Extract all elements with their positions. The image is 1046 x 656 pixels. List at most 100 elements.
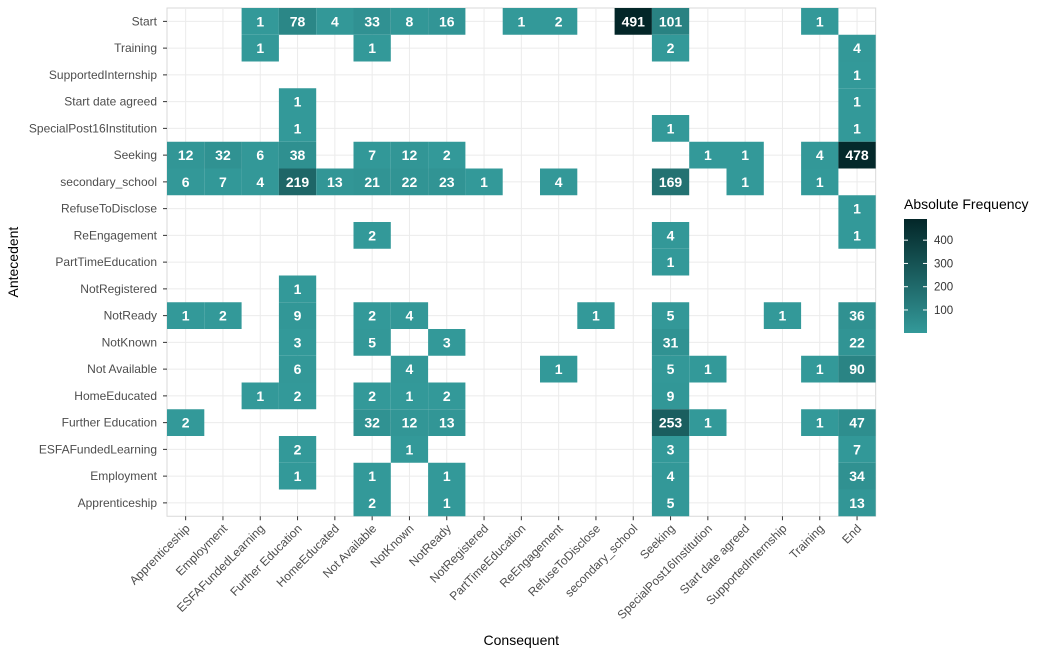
cell-value-label: 36 (849, 308, 865, 324)
cell-value-label: 5 (667, 495, 675, 511)
heatmap-cell-secondary-school-to-esfafundedlearning (241, 168, 279, 196)
heatmap-cell-secondary-school-to-notknown (390, 168, 429, 196)
cell-value-label: 90 (849, 361, 865, 377)
cell-value-label: 1 (816, 13, 824, 29)
heatmap-cell-esfafundedlearning-to-notknown (390, 436, 429, 463)
cell-value-label: 1 (816, 415, 824, 431)
heatmap-cell-start-to-training (801, 8, 839, 35)
cell-value-label: 1 (256, 13, 264, 29)
heatmap-cell-specialpost16institution-to-further-education (278, 115, 317, 142)
heatmap-cell-start-to-notready (428, 8, 466, 35)
cell-value-label: 5 (667, 361, 675, 377)
cell-value-label: 1 (853, 94, 861, 110)
heatmap-cell-seeking-to-notready (428, 141, 466, 169)
cell-value-label: 6 (294, 361, 302, 377)
cell-value-label: 1 (294, 281, 302, 297)
y-tick-label: Further Education (62, 416, 157, 430)
cell-value-label: 1 (517, 13, 525, 29)
cell-value-label: 4 (406, 361, 414, 377)
cell-value-label: 1 (741, 147, 749, 163)
y-tick-label: SupportedInternship (49, 68, 157, 82)
legend-tick-label: 200 (934, 282, 953, 294)
cell-value-label: 21 (364, 174, 380, 190)
cell-value-label: 9 (667, 388, 675, 404)
heatmap-cells (167, 8, 876, 517)
y-tick-label: NotRegistered (80, 282, 157, 296)
heatmap-cell-reengagement-to-seeking (651, 222, 690, 249)
heatmap-cell-training-to-not-available (353, 34, 391, 62)
cell-value-label: 13 (439, 415, 455, 431)
heatmap-cell-start-to-seeking (651, 8, 690, 35)
cell-value-label: 5 (667, 308, 675, 324)
heatmap-cell-seeking-to-specialpost16institution (689, 141, 727, 169)
cell-value-label: 12 (402, 415, 418, 431)
cell-value-label: 3 (443, 334, 451, 350)
heatmap-cell-start-date-agreed-to-further-education (278, 88, 317, 115)
cell-value-label: 2 (219, 308, 227, 324)
heatmap-cell-employment-to-notready (428, 462, 466, 490)
cell-value-label: 1 (704, 147, 712, 163)
heatmap-cell-notknown-to-seeking (651, 329, 690, 356)
cell-value-label: 1 (704, 415, 712, 431)
y-tick-label: PartTimeEducation (55, 255, 157, 269)
cell-value-label: 9 (294, 308, 302, 324)
heatmap-cell-start-to-reengagement (540, 8, 578, 35)
heatmap-cell-start-to-secondary-school (614, 8, 652, 35)
y-tick-label: HomeEducated (74, 389, 157, 403)
cell-value-label: 1 (592, 308, 600, 324)
heatmap-cell-not-available-to-training (801, 355, 839, 383)
cell-value-label: 7 (853, 441, 861, 457)
heatmap-cell-homeeducated-to-further-education (278, 382, 317, 410)
y-tick-label: Start date agreed (64, 95, 157, 109)
cell-value-label: 1 (667, 120, 675, 136)
legend-tick-label: 100 (934, 305, 953, 317)
cell-value-label: 23 (439, 174, 455, 190)
heatmap-cell-training-to-esfafundedlearning (241, 34, 279, 62)
heatmap-cell-notknown-to-not-available (353, 329, 391, 356)
heatmap-cell-secondary-school-to-not-available (353, 168, 391, 196)
heatmap-cell-start-to-not-available (353, 8, 391, 35)
cell-value-label: 1 (406, 441, 414, 457)
heatmap-cell-secondary-school-to-further-education (278, 168, 317, 196)
heatmap-cell-start-to-homeeducated (316, 8, 354, 35)
heatmap-cell-refusetodisclose-to-end (838, 195, 876, 222)
cell-value-label: 1 (779, 308, 787, 324)
heatmap-cell-not-available-to-seeking (651, 355, 690, 383)
heatmap-cell-employment-to-not-available (353, 462, 391, 490)
cell-value-label: 31 (663, 334, 679, 350)
x-axis-title: Consequent (484, 632, 560, 648)
heatmap-cell-further-education-to-not-available (353, 409, 391, 436)
cell-value-label: 1 (182, 308, 190, 324)
heatmap-cell-esfafundedlearning-to-end (838, 436, 876, 463)
heatmap-cell-training-to-seeking (651, 34, 690, 62)
heatmap-cell-further-education-to-apprenticeship (167, 409, 205, 436)
x-axis-ticks: ApprenticeshipEmploymentESFAFundedLearni… (127, 516, 864, 622)
x-tick-label: Training (787, 521, 827, 561)
cell-value-label: 38 (290, 147, 306, 163)
heatmap-cell-secondary-school-to-reengagement (540, 168, 578, 196)
y-axis-ticks: Start Training SupportedInternship Start da… (29, 14, 167, 510)
y-tick-label: SpecialPost16Institution (29, 121, 157, 135)
y-tick-label: RefuseToDisclose (61, 202, 157, 216)
cell-value-label: 2 (294, 441, 302, 457)
y-tick-label: Start (132, 14, 158, 28)
legend-title: Absolute Frequency (904, 196, 1029, 212)
cell-value-label: 7 (219, 174, 227, 190)
cell-value-label: 8 (406, 13, 414, 29)
heatmap-cell-start-to-notknown (390, 8, 429, 35)
heatmap-cell-notregistered-to-further-education (278, 275, 317, 303)
heatmap-cell-specialpost16institution-to-end (838, 115, 876, 142)
heatmap-cell-notknown-to-further-education (278, 329, 317, 356)
cell-value-label: 2 (667, 40, 675, 56)
cell-value-label: 22 (849, 334, 865, 350)
cell-value-label: 12 (178, 147, 194, 163)
cell-value-label: 1 (816, 174, 824, 190)
heatmap-cell-notready-to-supportedinternship (763, 302, 802, 329)
cell-value-label: 1 (443, 468, 451, 484)
heatmap-cell-further-education-to-notknown (390, 409, 429, 436)
cell-value-label: 4 (816, 147, 824, 163)
heatmap-cell-notknown-to-notready (428, 329, 466, 356)
heatmap-cell-supportedinternship-to-end (838, 61, 876, 89)
